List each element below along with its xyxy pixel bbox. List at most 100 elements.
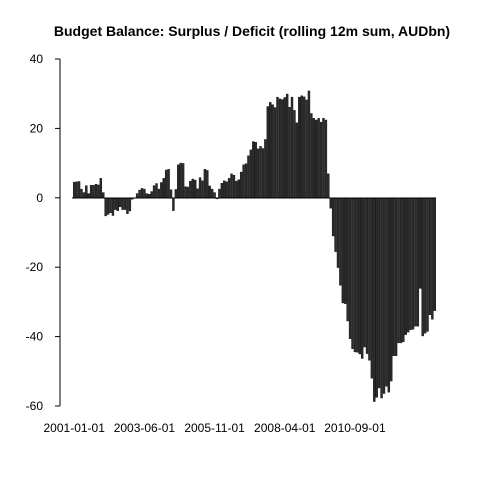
y-tick-label: 0 [36, 191, 43, 205]
y-tick-label: -60 [26, 399, 44, 413]
bar [203, 169, 207, 199]
bar [254, 142, 257, 199]
x-tick-label: 2001-01-01 [44, 421, 106, 435]
bar [218, 188, 221, 199]
bar [259, 146, 262, 199]
bar [109, 197, 112, 213]
bar [276, 96, 279, 199]
bar [285, 93, 289, 199]
bar [177, 164, 180, 199]
bar [358, 197, 361, 355]
bar [186, 186, 190, 199]
y-tick-label: -40 [26, 330, 44, 344]
bar [145, 193, 149, 199]
bar [155, 183, 158, 199]
x-tick-label: 2005-11-01 [184, 421, 245, 435]
bar [305, 99, 308, 199]
bar [193, 179, 197, 199]
bar [336, 197, 340, 268]
chart-title: Budget Balance: Surplus / Deficit (rolli… [54, 23, 450, 39]
bar [283, 97, 286, 199]
bar [164, 169, 168, 199]
bar [363, 197, 366, 348]
bar [324, 119, 328, 199]
y-tick-label: 20 [30, 121, 44, 135]
bar [402, 197, 405, 343]
bar [327, 173, 330, 199]
bar [244, 163, 248, 199]
bar [428, 197, 432, 315]
bar [80, 188, 83, 199]
bar [184, 186, 187, 199]
bar [339, 197, 342, 286]
bar [242, 164, 245, 199]
bar [290, 96, 294, 199]
bar [329, 197, 332, 209]
bar [97, 184, 100, 199]
bar [157, 188, 161, 199]
bar [302, 96, 306, 199]
bar [406, 197, 410, 333]
bar [123, 197, 127, 210]
bar [271, 104, 274, 199]
x-tick-label: 2008-04-01 [254, 421, 316, 435]
bar [278, 98, 282, 199]
bar [295, 122, 299, 199]
bar [121, 197, 124, 210]
bar [148, 194, 151, 199]
bar [404, 197, 407, 335]
bar [75, 181, 78, 199]
bar [261, 148, 265, 199]
bar [319, 121, 323, 199]
bar [394, 197, 398, 356]
bar [368, 197, 371, 361]
bar [196, 188, 199, 199]
bar [135, 193, 139, 199]
bar [102, 192, 105, 199]
bar [387, 197, 391, 393]
bar [421, 197, 424, 337]
bar [213, 192, 216, 199]
x-axis: 2001-01-01 2003-06-01 2005-11-01 2008-04-01… [44, 421, 386, 435]
bar [307, 90, 311, 199]
bar [356, 197, 359, 353]
bar [373, 197, 376, 402]
bar [160, 182, 163, 199]
bar [423, 197, 427, 334]
bar [411, 197, 415, 330]
bar [126, 197, 129, 215]
bar [334, 197, 337, 252]
bar [162, 178, 165, 199]
bar [249, 149, 253, 199]
bar [331, 197, 335, 237]
y-tick-label: 40 [30, 52, 44, 66]
bar [344, 197, 347, 304]
bar [191, 178, 195, 199]
bar [169, 189, 173, 199]
bar [256, 148, 260, 199]
bar [89, 185, 93, 199]
bar [116, 197, 119, 211]
bar [94, 184, 98, 199]
bar [201, 180, 204, 199]
bar [174, 189, 178, 199]
bar [167, 169, 170, 199]
bar [322, 118, 325, 199]
bar [232, 175, 236, 199]
bar [143, 188, 146, 199]
bar [392, 197, 395, 356]
bar [269, 102, 272, 199]
bar [346, 197, 349, 322]
x-tick-label: 2010-09-01 [324, 421, 386, 435]
bar [385, 197, 388, 387]
bar [370, 197, 374, 379]
bar [72, 181, 76, 199]
y-axis: 40 20 0 -20 -40 -60 [26, 52, 61, 413]
y-tick-label: -20 [26, 260, 44, 274]
bar [348, 197, 352, 339]
bar [152, 185, 156, 199]
bar [198, 177, 202, 199]
bar [351, 197, 354, 349]
bar [189, 180, 192, 199]
